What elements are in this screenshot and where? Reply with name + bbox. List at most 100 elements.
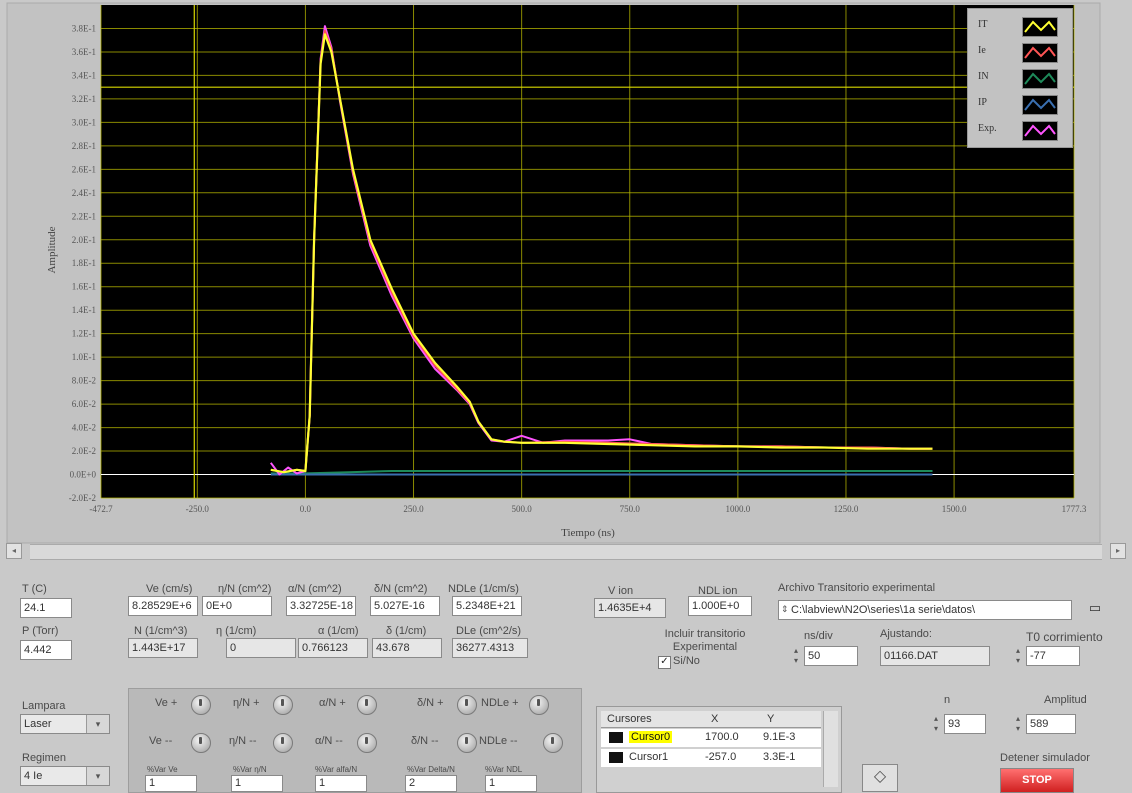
knob-label: η/N -- — [229, 735, 257, 747]
legend-label: IT — [978, 19, 988, 30]
cursor-scrollbar[interactable] — [823, 711, 838, 787]
n-label: n — [944, 694, 951, 706]
chevron-down-icon[interactable]: ▾ — [86, 767, 109, 785]
graph-horizontal-scrollbar[interactable]: ◂ ▸ — [6, 543, 1126, 560]
eta-field: 0 — [226, 638, 296, 658]
cursor-y: 3.3E-1 — [763, 751, 796, 763]
var-ndl-field[interactable]: 1 — [485, 775, 537, 792]
eta-plus-knob[interactable] — [273, 695, 293, 715]
y-tick-label: 1.2E-1 — [72, 329, 96, 339]
ndle-field[interactable]: 5.2348E+21 — [452, 596, 522, 616]
chevron-down-icon[interactable]: ▾ — [86, 715, 109, 733]
series-line-it — [270, 33, 933, 474]
cursor-legend[interactable]: Cursores X Y Cursor0 1700.0 9.1E-3 Curso… — [596, 706, 842, 793]
x-tick-label: 1777.3 — [1062, 504, 1087, 514]
ndlion-field[interactable]: 1.000E+0 — [688, 596, 752, 616]
cursor-row[interactable]: Cursor0 1700.0 9.1E-3 — [601, 729, 821, 747]
x-tick-label: 250.0 — [403, 504, 424, 514]
x-tick-label: 1000.0 — [725, 504, 750, 514]
legend-item-exp[interactable]: Exp. — [972, 119, 1068, 141]
y-tick-label: 2.6E-1 — [72, 164, 96, 174]
alpha-minus-knob[interactable] — [357, 733, 377, 753]
eta-n-label: η/N (cm^2) — [218, 583, 272, 595]
var-ve-field[interactable]: 1 — [145, 775, 197, 792]
legend-item-ie[interactable]: Ie — [972, 41, 1068, 63]
y-tick-label: 3.8E-1 — [72, 23, 96, 33]
ve-minus-knob[interactable] — [191, 733, 211, 753]
lampara-label: Lampara — [22, 700, 66, 712]
scroll-right-arrow-icon[interactable]: ▸ — [1110, 543, 1126, 559]
knob-label: NDLe + — [481, 697, 519, 709]
cursor-y: 9.1E-3 — [763, 731, 796, 743]
x-tick-label: 500.0 — [512, 504, 533, 514]
ndle-minus-knob[interactable] — [543, 733, 563, 753]
t0-spinner-icon[interactable]: ▴ ▾ — [1015, 646, 1020, 665]
amplitud-label: Amplitud — [1044, 694, 1087, 706]
ve-field[interactable]: 8.28529E+6 — [128, 596, 198, 616]
nsdiv-field[interactable]: 50 — [804, 646, 858, 666]
knob-label: α/N -- — [315, 735, 343, 747]
knob-label: Ve + — [155, 697, 178, 709]
y-tick-label: 3.0E-1 — [72, 117, 96, 127]
lampara-select[interactable]: Laser ▾ — [20, 714, 110, 734]
alpha-n-field[interactable]: 3.32725E-18 — [286, 596, 356, 616]
ndle-plus-knob[interactable] — [529, 695, 549, 715]
amplitud-spinner-icon[interactable]: ▴ ▾ — [1015, 714, 1020, 733]
pressure-field[interactable]: 4.442 — [20, 640, 72, 660]
y-tick-label: 3.6E-1 — [72, 47, 96, 57]
y-tick-label: 0.0E+0 — [70, 470, 97, 480]
y-tick-label: -2.0E-2 — [69, 493, 96, 503]
regimen-select[interactable]: 4 Ie ▾ — [20, 766, 110, 786]
y-tick-label: 1.6E-1 — [72, 282, 96, 292]
ve-label: Ve (cm/s) — [146, 583, 193, 595]
dle-field: 36277.4313 — [452, 638, 528, 658]
cursor-row[interactable]: Cursor1 -257.0 3.3E-1 — [601, 749, 821, 767]
eta-minus-knob[interactable] — [273, 733, 293, 753]
n-spinner-icon[interactable]: ▴ ▾ — [933, 714, 938, 733]
vion-field: 1.4635E+4 — [594, 598, 666, 618]
cursor-swatch-icon — [609, 752, 623, 763]
y-tick-label: 4.0E-2 — [72, 423, 96, 433]
x-tick-label: -472.7 — [89, 504, 113, 514]
incluir-checkbox[interactable]: ✓ — [658, 656, 671, 669]
path-browse-icon[interactable]: ⇕ — [781, 604, 789, 614]
plot-area — [101, 5, 1074, 498]
var-eta-field[interactable]: 1 — [231, 775, 283, 792]
legend-item-ip[interactable]: IP — [972, 93, 1068, 115]
legend-item-in[interactable]: IN — [972, 67, 1068, 89]
eta-n-field[interactable]: 0E+0 — [202, 596, 272, 616]
t0-field[interactable]: -77 — [1026, 646, 1080, 666]
stop-button[interactable]: STOP — [1000, 768, 1074, 793]
temperature-field[interactable]: 24.1 — [20, 598, 72, 618]
x-tick-label: 1500.0 — [942, 504, 967, 514]
plot-legend[interactable]: IT Ie IN IP Exp. — [967, 8, 1073, 148]
eta-label: η (1/cm) — [216, 625, 257, 637]
ve-plus-knob[interactable] — [191, 695, 211, 715]
y-tick-label: 2.8E-1 — [72, 141, 96, 151]
y-tick-label: 6.0E-2 — [72, 399, 96, 409]
delta-label: δ (1/cm) — [386, 625, 427, 637]
n-field[interactable]: 93 — [944, 714, 986, 734]
graph-pan-tool-icon[interactable]: ◇ — [862, 764, 898, 792]
archivo-path-field[interactable]: C:\labview\N2O\series\1a serie\datos\ — [778, 600, 1072, 620]
y-tick-label: 2.4E-1 — [72, 188, 96, 198]
legend-label: IP — [978, 97, 987, 108]
var-delta-field[interactable]: 2 — [405, 775, 457, 792]
nsdiv-spinner-icon[interactable]: ▴ ▾ — [793, 646, 798, 665]
var-alpha-field[interactable]: 1 — [315, 775, 367, 792]
legend-item-it[interactable]: IT — [972, 15, 1068, 37]
archivo-label: Archivo Transitorio experimental — [778, 582, 936, 594]
delta-minus-knob[interactable] — [457, 733, 477, 753]
waveform-graph: -2.0E-2 0.0E+0 2.0E-2 4.0E-2 6.0E-2 8.0E-2 1.0… — [6, 2, 1101, 544]
delta-n-field[interactable]: 5.027E-16 — [370, 596, 440, 616]
folder-browse-icon[interactable]: ▭ — [1088, 600, 1102, 615]
ajustando-label: Ajustando: — [880, 628, 932, 640]
x-tick-label: 1250.0 — [834, 504, 859, 514]
alpha-n-label: α/N (cm^2) — [288, 583, 342, 595]
cursor-header-x: X — [711, 713, 719, 725]
delta-plus-knob[interactable] — [457, 695, 477, 715]
cursor-name: Cursor0 — [629, 731, 673, 743]
amplitud-field[interactable]: 589 — [1026, 714, 1076, 734]
scroll-left-arrow-icon[interactable]: ◂ — [6, 543, 22, 559]
alpha-plus-knob[interactable] — [357, 695, 377, 715]
